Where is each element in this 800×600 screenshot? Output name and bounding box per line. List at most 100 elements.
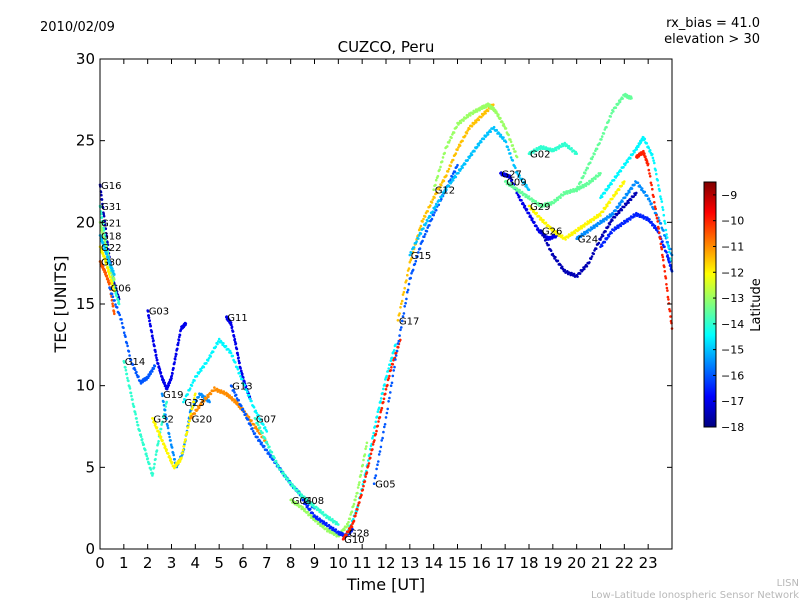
data-point <box>515 155 519 159</box>
data-point <box>471 112 475 116</box>
data-point <box>372 482 376 486</box>
data-point <box>118 313 121 317</box>
data-point <box>520 190 524 194</box>
data-point <box>113 278 116 281</box>
data-point <box>610 112 613 115</box>
data-point <box>450 180 453 184</box>
data-point <box>423 235 426 238</box>
data-point <box>233 391 236 394</box>
data-point <box>387 367 391 370</box>
data-point <box>554 148 558 152</box>
data-point <box>270 450 274 454</box>
data-point <box>393 365 396 369</box>
data-point <box>608 201 612 204</box>
data-point <box>232 335 236 338</box>
series-G32 <box>151 392 197 470</box>
data-point <box>570 147 573 150</box>
data-point <box>511 159 515 162</box>
data-point <box>559 263 562 267</box>
data-point <box>449 164 453 168</box>
data-point <box>578 272 582 275</box>
data-point <box>599 172 602 175</box>
data-point <box>590 255 594 258</box>
data-point <box>243 380 246 383</box>
data-point <box>139 435 143 438</box>
data-point <box>273 456 276 460</box>
data-point <box>386 407 390 411</box>
data-point <box>554 229 557 233</box>
data-point <box>617 211 621 215</box>
data-point <box>408 253 412 257</box>
data-point <box>114 303 117 306</box>
data-point <box>417 251 420 254</box>
data-point <box>447 184 451 188</box>
data-point <box>378 450 382 453</box>
data-point <box>556 198 560 202</box>
series-G06 <box>108 286 157 385</box>
data-point <box>511 184 515 187</box>
data-point <box>209 355 212 358</box>
data-point <box>365 445 368 448</box>
data-point <box>509 152 512 155</box>
data-point <box>663 222 667 225</box>
data-point <box>586 166 589 170</box>
data-point <box>265 430 269 433</box>
data-point <box>438 199 441 202</box>
data-point <box>429 215 432 218</box>
data-point <box>659 195 662 198</box>
data-point <box>442 192 446 195</box>
data-point <box>319 508 322 512</box>
colorbar-tick-label: −15 <box>721 344 744 357</box>
data-point <box>461 166 464 169</box>
data-point <box>131 402 135 406</box>
data-point <box>111 295 115 299</box>
data-point <box>248 397 252 401</box>
data-point <box>617 102 620 105</box>
data-point <box>655 216 659 220</box>
data-point <box>195 374 199 378</box>
data-point <box>611 219 614 222</box>
data-point <box>102 212 105 216</box>
data-point <box>655 172 658 176</box>
data-point <box>105 252 109 255</box>
data-point <box>352 519 356 523</box>
data-point <box>603 191 607 195</box>
x-tick-label: 21 <box>591 554 610 572</box>
data-point <box>327 523 331 527</box>
data-point <box>635 148 639 151</box>
sat-label-G08: G08 <box>304 496 324 507</box>
data-point <box>102 237 106 240</box>
series-G17 <box>396 103 495 322</box>
data-point <box>391 363 395 366</box>
data-point <box>148 319 151 322</box>
data-point <box>509 182 512 186</box>
data-point <box>357 483 361 487</box>
data-point <box>606 225 610 228</box>
data-point <box>163 408 167 412</box>
data-point <box>156 442 160 445</box>
data-point <box>120 321 124 325</box>
data-point <box>110 292 114 296</box>
data-point <box>348 528 352 532</box>
data-point <box>356 508 359 511</box>
data-point <box>164 413 167 417</box>
data-point <box>103 239 107 243</box>
data-point <box>468 156 471 160</box>
sat-label-G11: G11 <box>227 313 247 324</box>
data-point <box>373 476 377 480</box>
data-point <box>154 453 158 456</box>
data-point <box>604 206 607 209</box>
data-point <box>417 237 420 240</box>
data-point <box>240 404 243 408</box>
data-point <box>169 439 172 442</box>
data-point <box>509 138 512 141</box>
data-point <box>254 417 258 421</box>
data-point <box>470 153 474 157</box>
data-point <box>155 358 159 362</box>
data-point <box>133 368 137 372</box>
data-point <box>385 411 389 415</box>
data-point <box>408 260 412 264</box>
data-point <box>584 184 588 188</box>
data-point <box>193 379 196 382</box>
data-point <box>385 374 389 378</box>
